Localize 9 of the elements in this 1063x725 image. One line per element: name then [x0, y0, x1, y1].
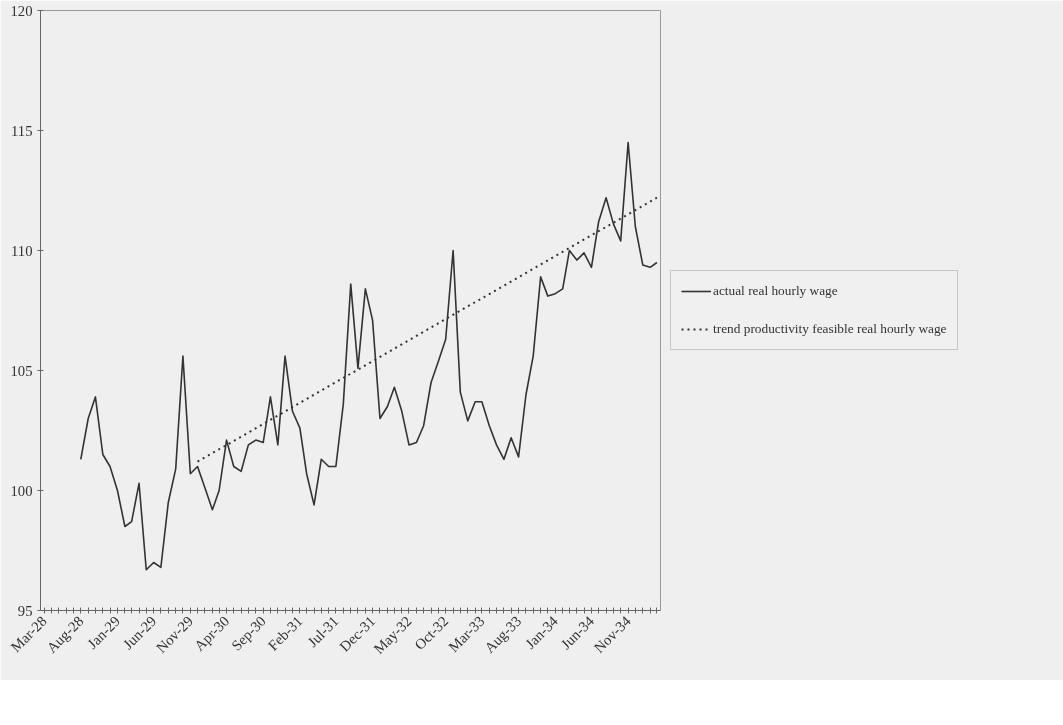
- y-tick-label: 120: [10, 2, 33, 19]
- y-tick-label: 100: [10, 482, 33, 499]
- y-tick-label: 95: [17, 602, 33, 619]
- line-series: [79, 141, 658, 571]
- legend-label: actual real hourly wage: [713, 283, 838, 299]
- y-tick-label: 115: [11, 122, 33, 139]
- y-tick-label: 105: [10, 362, 33, 379]
- legend-label: trend productivity feasible real hourly wage: [713, 321, 947, 337]
- y-tick-label: 110: [11, 242, 33, 259]
